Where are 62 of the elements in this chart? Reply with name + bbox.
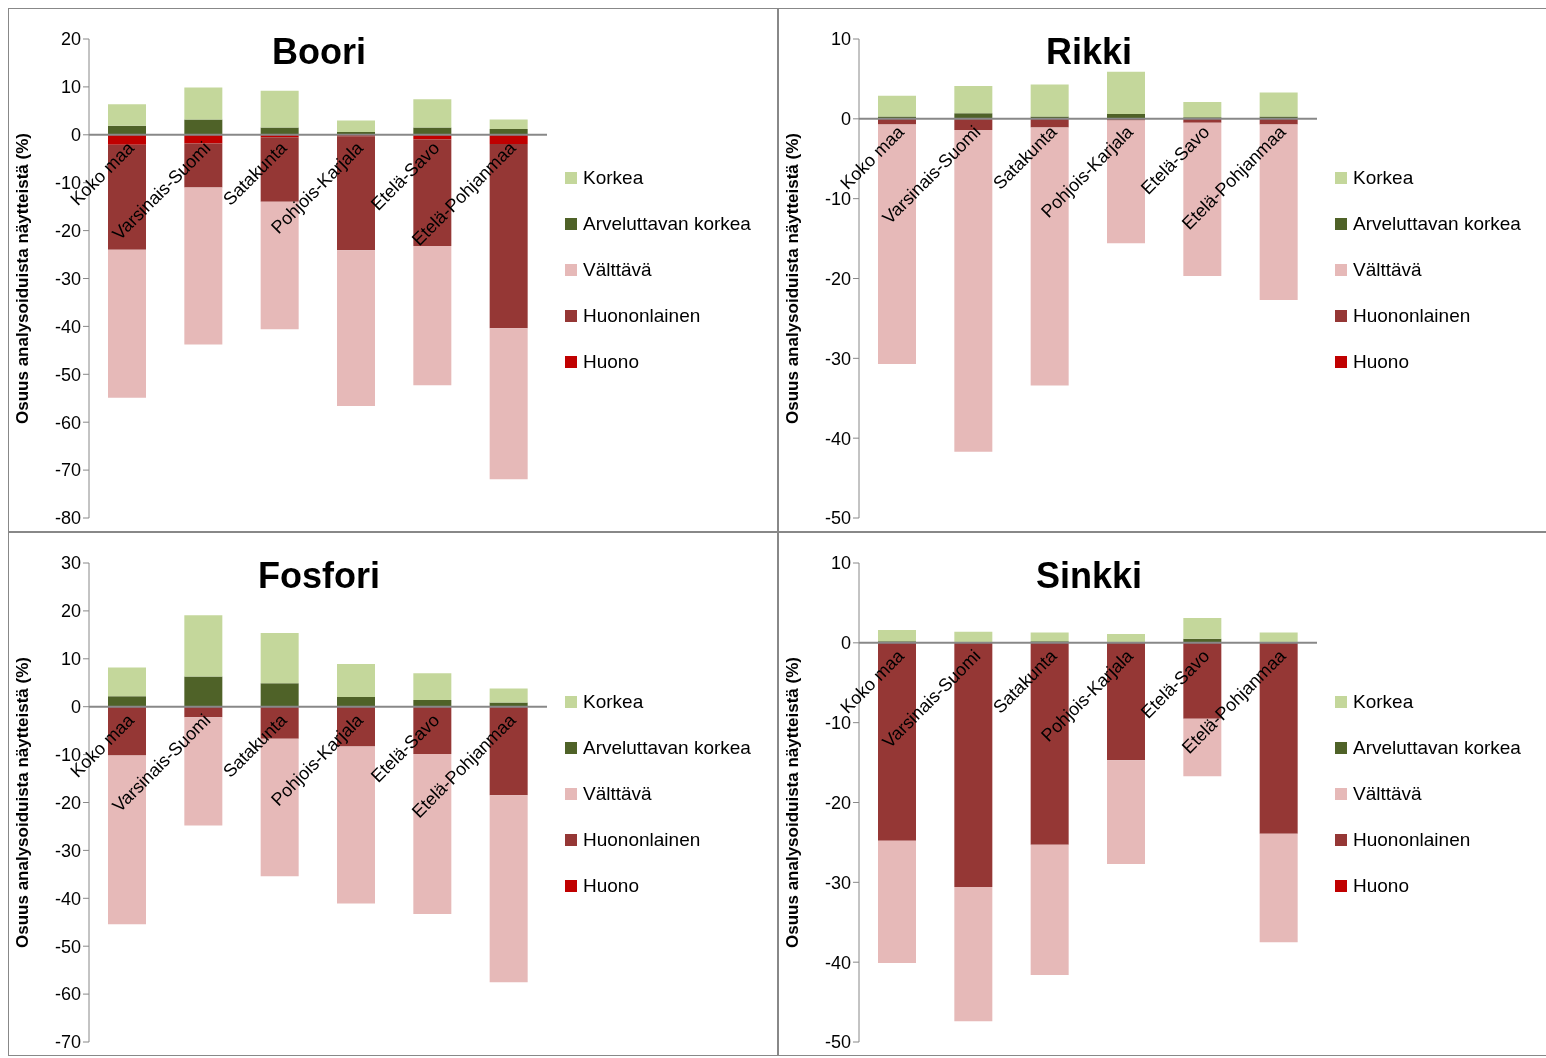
y-tick-label: 30	[60, 553, 81, 574]
legend-label: Huononlainen	[583, 305, 701, 327]
legend-label: Huono	[1353, 875, 1409, 897]
y-axis-title: Osuus analysoiduista näytteistä (%)	[783, 657, 803, 948]
legend-label: Välttävä	[583, 783, 652, 805]
y-tick-label: -50	[54, 364, 81, 385]
legend-label: Huono	[583, 875, 639, 897]
y-tick-label: -70	[54, 1032, 81, 1053]
chart-title: Rikki	[1044, 31, 1133, 73]
y-axis-title: Osuus analysoiduista näytteistä (%)	[13, 657, 33, 948]
y-tick-label: 10	[60, 77, 81, 98]
legend-label: Korkea	[1353, 167, 1414, 189]
legend-label: Välttävä	[1353, 259, 1422, 281]
y-tick-label: -30	[824, 348, 851, 369]
legend-label: Arveluttavan korkea	[1353, 737, 1521, 759]
legend-label: Huononlainen	[583, 829, 701, 851]
y-axis-title: Osuus analysoiduista näytteistä (%)	[13, 133, 33, 424]
legend-label: Korkea	[583, 691, 644, 713]
legend-label: Korkea	[1353, 691, 1414, 713]
y-tick-label: -40	[54, 888, 81, 909]
y-tick-label: -60	[54, 412, 81, 433]
legend-label: Välttävä	[1353, 783, 1422, 805]
y-tick-label: -50	[54, 936, 81, 957]
y-tick-label: -20	[824, 268, 851, 289]
y-tick-label: -10	[824, 189, 851, 210]
y-tick-label: 10	[60, 649, 81, 670]
y-tick-label: -40	[824, 952, 851, 973]
y-tick-label: -50	[824, 1032, 851, 1053]
legend-label: Arveluttavan korkea	[583, 213, 751, 235]
legend-label: Välttävä	[583, 259, 652, 281]
legend-label: Arveluttavan korkea	[583, 737, 751, 759]
y-tick-label: 10	[830, 553, 851, 574]
y-tick-label: -60	[54, 984, 81, 1005]
legend-label: Korkea	[583, 167, 644, 189]
legend-label: Huono	[1353, 351, 1409, 373]
y-tick-label: -80	[54, 508, 81, 529]
y-tick-label: 0	[70, 697, 81, 718]
y-tick-label: -20	[824, 792, 851, 813]
y-tick-label: 0	[840, 109, 851, 130]
y-tick-label: 0	[840, 633, 851, 654]
legend-label: Huononlainen	[1353, 829, 1471, 851]
y-tick-label: -70	[54, 460, 81, 481]
y-tick-label: -30	[824, 872, 851, 893]
y-tick-label: -10	[824, 713, 851, 734]
y-tick-label: -40	[824, 428, 851, 449]
legend-label: Huono	[583, 351, 639, 373]
y-tick-label: -50	[824, 508, 851, 529]
y-tick-label: 20	[60, 601, 81, 622]
chart-title: Fosfori	[257, 555, 381, 597]
y-tick-label: -40	[54, 316, 81, 337]
legend-label: Huononlainen	[1353, 305, 1471, 327]
chart-title: Boori	[271, 31, 367, 73]
y-tick-label: -20	[54, 792, 81, 813]
y-tick-label: -30	[54, 840, 81, 861]
y-tick-label: 10	[830, 29, 851, 50]
y-axis-title: Osuus analysoiduista näytteistä (%)	[783, 133, 803, 424]
y-tick-label: 0	[70, 125, 81, 146]
y-tick-label: 20	[60, 29, 81, 50]
y-tick-label: -30	[54, 268, 81, 289]
legend-label: Arveluttavan korkea	[1353, 213, 1521, 235]
y-tick-label: -20	[54, 220, 81, 241]
chart-title: Sinkki	[1034, 555, 1144, 597]
